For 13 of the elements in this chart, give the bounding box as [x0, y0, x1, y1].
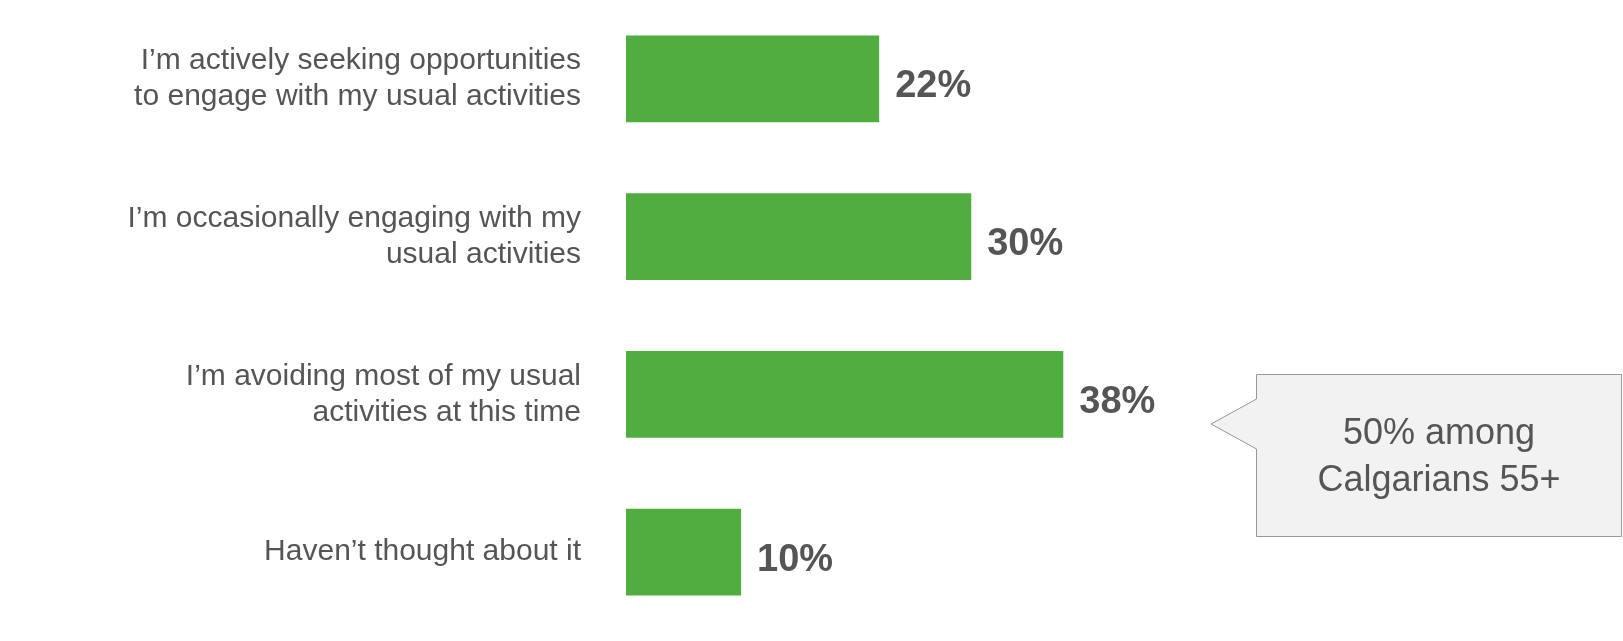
data-label: 22%: [895, 63, 972, 106]
bar: [626, 35, 880, 123]
data-label: 38%: [1079, 378, 1156, 421]
bar: [626, 193, 972, 281]
data-label: 10%: [757, 536, 834, 579]
y-tick-label: Haven’t thought about it: [264, 533, 582, 567]
bar: [626, 508, 742, 596]
bar: [626, 350, 1064, 438]
data-label: 30%: [987, 221, 1064, 264]
y-tick-label: I’m actively seeking opportunities to engage with my usual activities: [134, 42, 581, 112]
y-tick-label: I’m occasionally engaging with my usual activities: [127, 199, 581, 269]
y-tick-label: I’m avoiding most of my usual activities at this time: [185, 357, 581, 427]
text: 50% among Calgarians 55+: [1316, 409, 1562, 501]
